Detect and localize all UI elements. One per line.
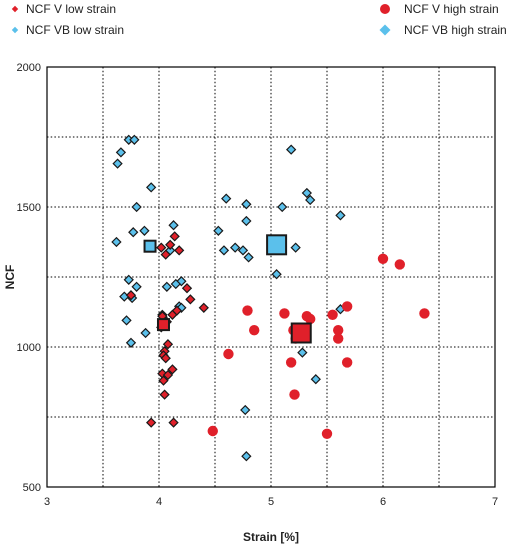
data-point-diamond (181, 283, 193, 294)
data-point-diamond (170, 278, 181, 290)
data-point-diamond (174, 245, 185, 256)
data-point-diamond (171, 305, 183, 316)
data-point-circle (377, 253, 389, 264)
x-tick-label: 6 (380, 496, 386, 508)
data-point-diamond (162, 369, 174, 381)
mean-marker-square (290, 322, 312, 344)
data-point-diamond (230, 242, 241, 253)
x-axis-title: Strain [%] (243, 530, 299, 544)
y-tick-label: 500 (23, 482, 41, 494)
y-tick-label: 1000 (17, 342, 41, 354)
data-point-diamond (335, 210, 346, 221)
legend-marker-diamond (379, 24, 391, 36)
legend-marker-diamond (11, 26, 19, 34)
x-tick-label: 7 (492, 496, 498, 508)
y-tick-label: 2000 (17, 62, 41, 74)
data-point-circle (327, 309, 338, 320)
data-point-circle (333, 333, 344, 344)
x-tick-label: 3 (44, 496, 50, 508)
legend-label: NCF VB high strain (404, 23, 507, 37)
data-point-diamond (140, 327, 151, 339)
data-point-circle (341, 301, 353, 312)
data-point-diamond (176, 302, 187, 313)
data-point-diamond (161, 281, 172, 292)
data-point-diamond (111, 236, 122, 248)
legend-label: NCF VB low strain (26, 23, 124, 37)
data-point-diamond (121, 315, 132, 326)
y-axis-title: NCF (3, 265, 17, 290)
data-point-circle (419, 308, 430, 319)
data-point-diamond (146, 182, 157, 193)
data-point-diamond (221, 193, 232, 204)
data-point-diamond (185, 294, 196, 305)
data-point-circle (242, 305, 253, 316)
mean-marker-square (143, 239, 157, 253)
data-point-circle (279, 308, 290, 319)
data-point-circle (207, 425, 218, 437)
data-point-circle (249, 325, 260, 336)
data-point-diamond (131, 201, 142, 213)
data-point-diamond (243, 252, 254, 263)
mean-marker-square (156, 318, 170, 332)
data-point-diamond (286, 144, 297, 155)
data-point-diamond (277, 201, 288, 213)
data-point-circle (289, 389, 300, 400)
data-point-diamond (240, 404, 251, 416)
data-point-circle (223, 348, 234, 360)
data-point-diamond (128, 227, 139, 238)
legend-label: NCF V low strain (26, 2, 116, 16)
data-point-diamond (169, 231, 180, 242)
legend-marker-circle (380, 4, 390, 14)
data-point-diamond (290, 242, 301, 253)
data-point-diamond (125, 337, 137, 348)
data-point-circle (394, 259, 405, 270)
mean-marker-square (266, 234, 288, 256)
data-point-diamond (305, 194, 316, 206)
data-point-diamond (198, 302, 209, 313)
data-point-diamond (160, 249, 171, 260)
y-tick-label: 1500 (17, 202, 41, 214)
data-point-circle (305, 313, 316, 325)
data-point-diamond (310, 374, 321, 385)
data-point-diamond (168, 417, 179, 428)
data-point-diamond (115, 147, 127, 158)
data-point-diamond (237, 245, 249, 256)
data-point-diamond (158, 375, 169, 386)
data-point-diamond (241, 215, 252, 227)
x-tick-label: 5 (268, 496, 274, 508)
data-point-diamond (160, 353, 171, 364)
data-point-circle (285, 357, 297, 368)
data-point-diamond (159, 389, 170, 400)
data-point-diamond (165, 239, 176, 250)
data-point-circle (341, 357, 353, 368)
legend-marker-diamond (11, 5, 19, 13)
data-point-diamond (241, 199, 252, 210)
data-point-diamond (167, 364, 178, 375)
data-point-circle (333, 325, 344, 336)
data-point-diamond (146, 417, 157, 428)
data-point-diamond (125, 290, 137, 301)
data-point-diamond (162, 339, 174, 350)
data-point-diamond (112, 158, 123, 169)
data-point-diamond (156, 242, 167, 253)
data-point-diamond (168, 220, 179, 231)
data-point-diamond (129, 134, 140, 145)
data-point-diamond (241, 451, 252, 462)
data-point-diamond (301, 187, 312, 199)
data-point-diamond (131, 281, 142, 292)
data-point-circle (321, 428, 333, 439)
data-point-diamond (218, 245, 230, 256)
data-point-diamond (297, 347, 308, 358)
legend-label: NCF V high strain (404, 2, 499, 16)
data-point-diamond (271, 269, 282, 280)
data-point-diamond (139, 225, 150, 236)
data-point-diamond (213, 225, 224, 236)
data-point-diamond (123, 274, 134, 285)
x-tick-label: 4 (156, 496, 162, 508)
